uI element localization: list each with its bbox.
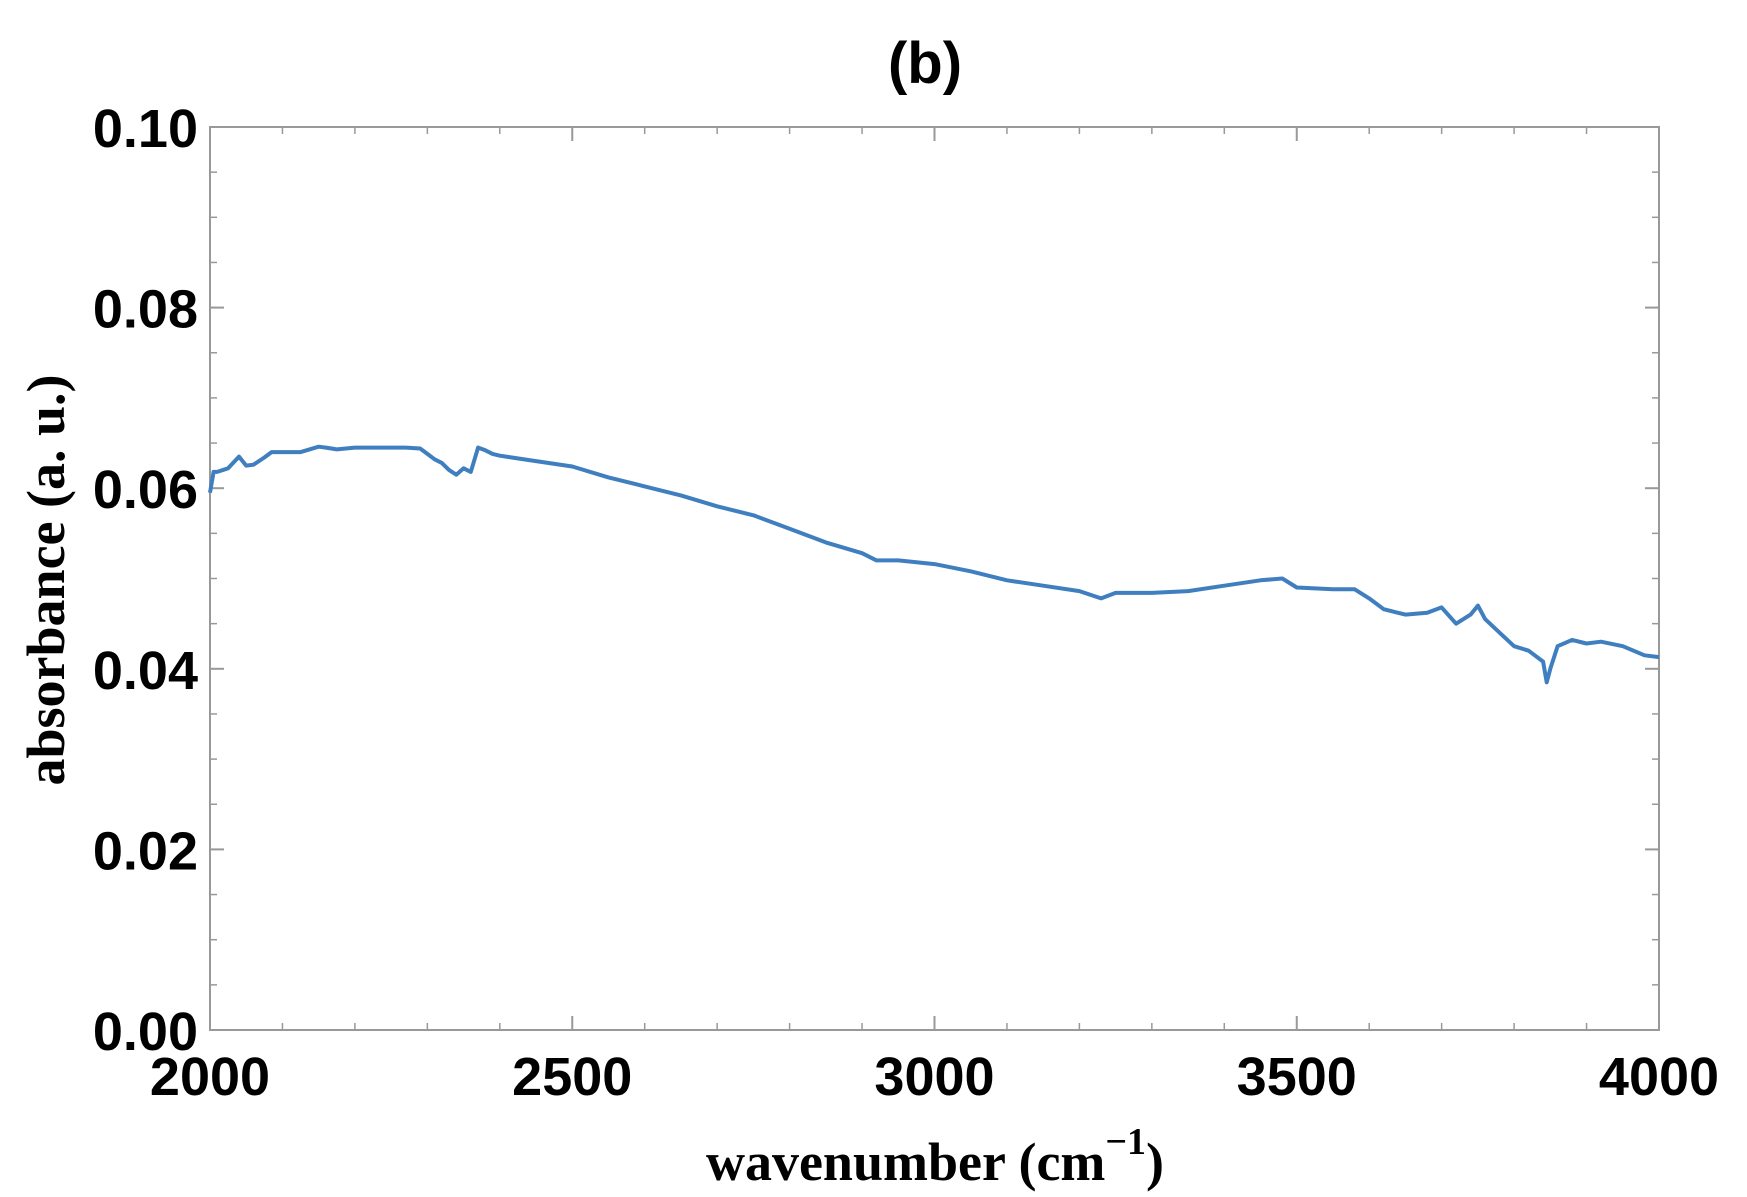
x-axis-ticks: 2000 2500 3000 3500 4000	[150, 127, 1719, 1107]
x-axis-label-text: wavenumber (cm	[706, 1132, 1105, 1192]
x-tick-label: 4000	[1599, 1047, 1719, 1107]
x-tick-label: 2500	[512, 1047, 632, 1107]
plot-frame	[209, 126, 1660, 1031]
y-tick-label: 0.00	[93, 1002, 198, 1062]
y-tick-label: 0.10	[93, 99, 198, 159]
x-tick-label: 3500	[1237, 1047, 1357, 1107]
x-tick-label: 3000	[874, 1047, 994, 1107]
x-tick-label: 2000	[150, 1047, 270, 1107]
y-tick-label: 0.04	[93, 641, 198, 701]
absorbance-series-line	[208, 444, 1660, 685]
x-axis-label-close: )	[1146, 1132, 1164, 1192]
y-tick-label: 0.06	[93, 460, 198, 520]
chart-title: (b)	[888, 31, 962, 96]
series-layer	[208, 444, 1660, 685]
y-tick-label: 0.08	[93, 280, 198, 340]
x-axis-label: wavenumber (cm−1)	[706, 1121, 1164, 1192]
y-axis-label: absorbance (a. u.)	[16, 374, 76, 785]
y-axis-ticks: 0.00 0.02 0.04 0.06 0.08 0.10	[93, 99, 1659, 1062]
y-tick-label: 0.02	[93, 821, 198, 881]
x-axis-label-superscript: −1	[1105, 1121, 1146, 1163]
